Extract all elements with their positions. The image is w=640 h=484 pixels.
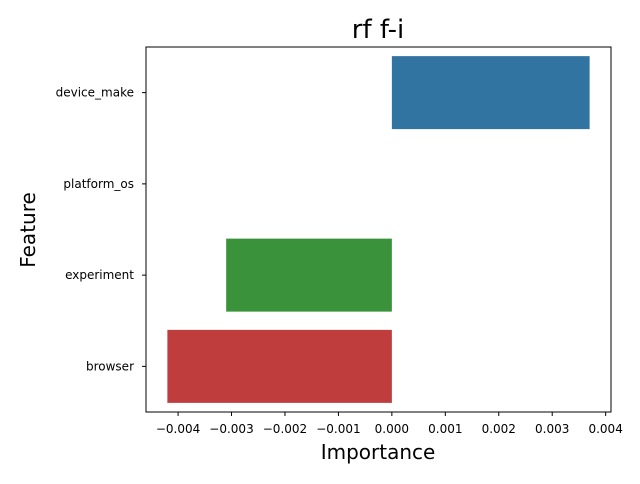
x-tick-label: −0.002 bbox=[263, 422, 307, 436]
plot-frame bbox=[145, 46, 612, 413]
y-axis: device_make platform_os experiment browser bbox=[56, 86, 146, 373]
x-tick-label: 0.004 bbox=[588, 422, 622, 436]
y-tick-label: device_make bbox=[56, 86, 134, 100]
chart-title: rf f-i bbox=[352, 15, 404, 45]
x-tick-label: 0.002 bbox=[482, 422, 516, 436]
bars-layer bbox=[167, 56, 590, 403]
x-tick-label: −0.004 bbox=[156, 422, 200, 436]
x-tick-label: −0.003 bbox=[209, 422, 253, 436]
bar-device-make bbox=[391, 56, 590, 130]
x-tick-label: 0.003 bbox=[535, 422, 569, 436]
bar-experiment bbox=[226, 238, 392, 312]
x-tick-label: −0.001 bbox=[316, 422, 360, 436]
x-tick-label: 0.001 bbox=[428, 422, 462, 436]
y-tick-label: experiment bbox=[65, 268, 134, 282]
y-axis-title: Feature bbox=[16, 192, 40, 268]
x-tick-label: 0.000 bbox=[375, 422, 409, 436]
bar-browser bbox=[167, 329, 392, 403]
y-tick-label: browser bbox=[86, 359, 134, 373]
x-axis: −0.004 −0.003 −0.002 −0.001 0.000 0.001 0.002 0… bbox=[156, 412, 623, 436]
y-tick-label: platform_os bbox=[63, 177, 134, 191]
x-axis-title: Importance bbox=[321, 440, 436, 464]
